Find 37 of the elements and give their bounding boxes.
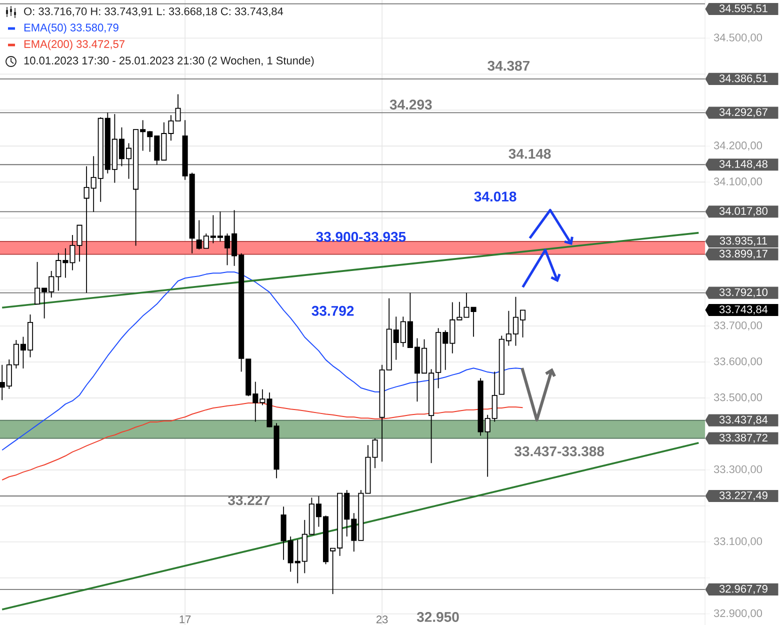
ref-line-label: 34.148,48 bbox=[719, 160, 768, 170]
annotation: 32.950 bbox=[416, 612, 459, 622]
ref-line-label: 34.386,51 bbox=[719, 74, 768, 84]
text: 33.743,84 bbox=[719, 305, 768, 315]
ref-line-label: 33.899,17 bbox=[719, 250, 768, 259]
x-tick-label: 17 bbox=[180, 616, 191, 624]
band-label: 33.900-33.935 bbox=[316, 232, 406, 242]
ref-line-label: 33.935,11 bbox=[720, 236, 767, 246]
ref-line-label: 34.595,51 bbox=[719, 4, 768, 14]
annotation: 34.018 bbox=[474, 192, 516, 202]
y-tick-label: 33.100,00 bbox=[714, 537, 762, 546]
y-tick-label: 34.200,00 bbox=[714, 142, 762, 151]
annotation: 33.792 bbox=[312, 306, 354, 316]
y-tick-label: 33.600,00 bbox=[714, 357, 762, 367]
legend-label: EMA(200) 33.472,57 bbox=[24, 40, 124, 50]
ref-line-label: 33.227,49 bbox=[719, 491, 768, 501]
annotation: O: 33.716,70 H: 33.743,91 L: 33.668,18 C: 33.743,84 bbox=[24, 7, 284, 17]
x-tick-label: 23 bbox=[376, 616, 388, 624]
annotation: 34.387 bbox=[488, 60, 530, 71]
text: 10.01.2023 17:30 - 25.01.2023 21:30 (2 Wochen, 1 Stunde) bbox=[24, 56, 314, 67]
y-tick-label: 32.900,00 bbox=[714, 609, 762, 618]
ref-line-label: 33.792,10 bbox=[719, 288, 768, 298]
y-tick-label: 33.700,00 bbox=[714, 321, 762, 331]
ref-line-label: 33.437,84 bbox=[719, 416, 768, 425]
legend-label: EMA(50) 33.580,79 bbox=[24, 23, 118, 34]
y-tick-label: 33.500,00 bbox=[714, 393, 762, 403]
y-tick-label: 33.300,00 bbox=[714, 465, 762, 474]
ref-line-label: 33.387,72 bbox=[719, 434, 768, 443]
annotation: 33.227 bbox=[228, 495, 270, 506]
ref-line-label: 34.292,67 bbox=[719, 108, 768, 118]
band-label: 33.437-33.388 bbox=[514, 446, 604, 456]
ref-line-label: 34.017,80 bbox=[719, 207, 768, 216]
annotation: 34.293 bbox=[390, 100, 432, 110]
y-tick-label: 34.500,00 bbox=[714, 34, 762, 43]
annotation: 34.148 bbox=[508, 148, 551, 159]
y-tick-label: 34.100,00 bbox=[714, 178, 762, 187]
ref-line-label: 32.967,79 bbox=[719, 584, 768, 594]
